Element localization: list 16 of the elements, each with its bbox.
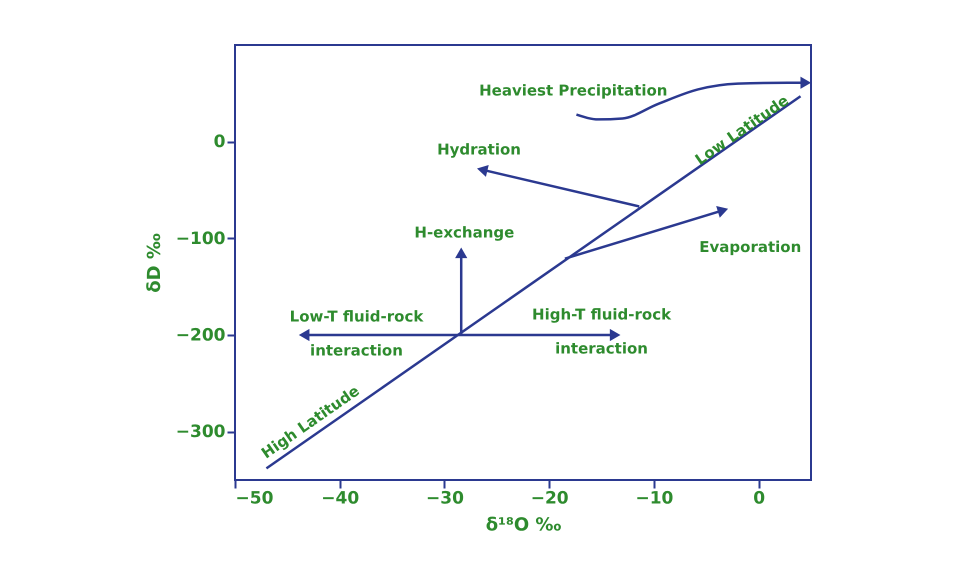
x-axis-title: δ¹⁸O ‰ — [486, 514, 562, 536]
annotation: Evaporation — [699, 238, 802, 256]
x-tick-label: 0 — [753, 488, 766, 508]
x-tick-label: −50 — [236, 488, 274, 508]
annotation: Heaviest Precipitation — [479, 81, 668, 100]
annotation: H-exchange — [414, 224, 514, 242]
annotation: Hydration — [437, 140, 521, 158]
x-tick-label: −10 — [635, 488, 674, 508]
y-tick-label: 0 — [214, 132, 226, 152]
x-tick-label: −20 — [530, 488, 569, 508]
y-tick-label: −300 — [176, 422, 226, 442]
y-tick-label: −100 — [176, 228, 226, 249]
x-tick-label: −40 — [321, 488, 360, 508]
y-tick-label: −200 — [176, 326, 226, 346]
x-tick-label: −30 — [426, 488, 464, 508]
y-axis-title: δD ‰ — [144, 233, 165, 293]
